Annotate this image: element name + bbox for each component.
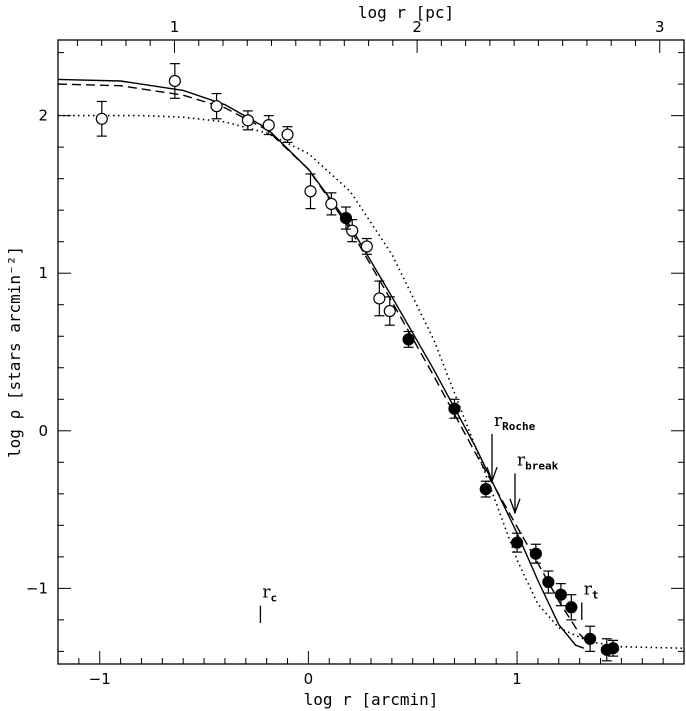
y-tick-label: 1 (38, 264, 48, 282)
dashed-model-curve (57, 83, 591, 646)
r-break-arrowhead (509, 498, 521, 515)
open-data-point (304, 185, 317, 198)
solid-model-curve (57, 78, 585, 649)
y-tick-label: −1 (26, 579, 48, 597)
tick-labels: −1 0 1 −1 0 1 2 1 2 3 log r [arcmin] log r [pc] log … (5, 3, 665, 709)
data-points (95, 63, 620, 662)
r-break-label: rbreak (517, 450, 559, 472)
x-axis-title: log r [arcmin] (304, 690, 439, 709)
filled-data-point (542, 575, 555, 589)
filled-data-point (339, 211, 353, 225)
r-c-label: rc (262, 583, 277, 605)
dotted-model-curve (58, 114, 685, 649)
r-c-subscript: c (271, 592, 278, 605)
model-curves (57, 78, 685, 649)
r-roche-arrowhead (486, 466, 498, 484)
y-tick-label: 2 (38, 107, 48, 125)
r-roche-subscript: Roche (502, 420, 535, 433)
open-data-point (383, 304, 396, 318)
r-roche-label: rRoche (494, 411, 536, 433)
x2-tick-label: 2 (412, 18, 422, 36)
open-data-point (281, 128, 294, 141)
filled-data-point (583, 632, 597, 645)
open-data-point (241, 114, 254, 127)
x2-tick-label: 1 (170, 18, 180, 36)
x2-axis-title: log r [pc] (358, 3, 454, 22)
x-tick-label: 1 (512, 670, 522, 688)
r-t-label: rt (584, 580, 599, 602)
axis-ticks (57, 40, 685, 664)
axes (57, 39, 685, 665)
open-data-point (262, 118, 275, 132)
filled-data-point (606, 642, 620, 655)
open-data-point (360, 240, 373, 253)
x-tick-label: −1 (89, 670, 111, 688)
x-tick-label: 0 (304, 670, 314, 688)
open-data-point (373, 292, 386, 305)
open-data-point (346, 224, 359, 237)
plot-frame (57, 39, 685, 665)
filled-data-point (479, 482, 492, 496)
filled-data-point (402, 333, 415, 346)
open-data-point (95, 112, 108, 125)
filled-data-point (554, 588, 567, 601)
y-tick-label: 0 (38, 422, 48, 440)
filled-data-point (565, 601, 578, 614)
filled-data-point (529, 547, 542, 560)
open-data-point (325, 197, 338, 210)
filled-data-point (448, 402, 461, 415)
open-data-point (168, 74, 181, 88)
open-data-point (210, 100, 223, 113)
r-break-subscript: break (525, 459, 558, 472)
r-t-subscript: t (592, 589, 599, 602)
y-axis-title: log ρ [stars arcmin⁻²] (5, 246, 24, 458)
x2-tick-label: 3 (655, 18, 665, 36)
filled-data-point (510, 536, 524, 549)
